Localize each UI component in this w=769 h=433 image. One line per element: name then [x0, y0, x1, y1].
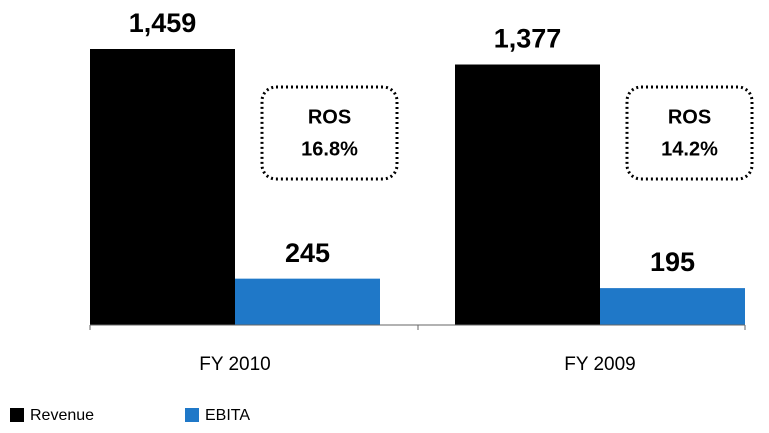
legend-label: EBITA: [205, 407, 250, 424]
value-label: 195: [650, 247, 695, 277]
legend-swatch: [10, 408, 24, 422]
bar: [455, 64, 600, 325]
bar: [90, 49, 235, 325]
annotation-box: [625, 85, 754, 181]
annotation-box: [260, 85, 399, 181]
legend-label: Revenue: [30, 407, 94, 424]
legend-swatch: [185, 408, 199, 422]
bar: [235, 278, 380, 325]
x-tick-label: FY 2010: [199, 354, 270, 375]
annotation-text: 14.2%: [661, 138, 718, 160]
bar: [600, 288, 745, 325]
annotation-text: 16.8%: [301, 138, 358, 160]
x-tick-label: FY 2009: [564, 354, 635, 375]
value-label: 1,377: [494, 24, 562, 54]
annotation-title: ROS: [308, 106, 351, 128]
value-label: 1,459: [129, 8, 197, 38]
value-label: 245: [285, 238, 330, 268]
annotation-title: ROS: [668, 106, 711, 128]
